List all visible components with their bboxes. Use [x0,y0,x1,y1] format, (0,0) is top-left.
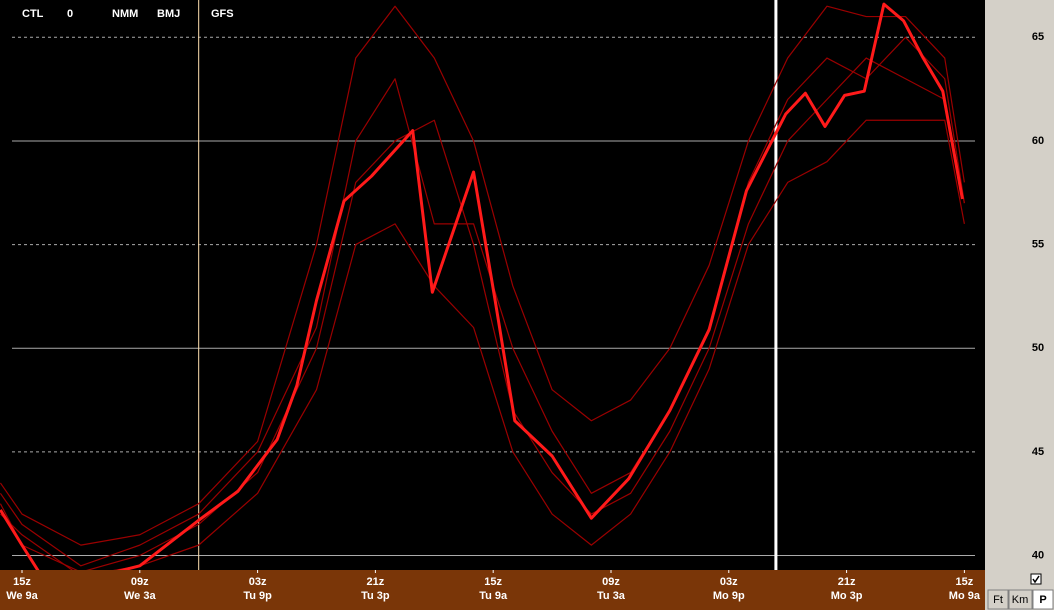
y-tick-label: 40 [1032,549,1044,561]
toolbar-item[interactable]: 0 [67,8,73,20]
unit-label: Ft [993,594,1003,606]
toolbar-item[interactable]: NMM [112,8,138,20]
y-tick-label: 55 [1032,238,1044,250]
toolbar-item[interactable]: CTL [22,8,44,20]
x-tick-sublabel: We 3a [124,590,156,602]
x-tick-sublabel: We 9a [6,590,38,602]
x-tick-sublabel: Tu 3a [597,590,626,602]
checkbox[interactable] [1030,573,1042,585]
series-line [0,2,964,570]
x-tick-sublabel: Tu 3p [361,590,390,602]
x-tick-sublabel: Tu 9p [243,590,272,602]
time-axis-bar [0,570,985,610]
axis-panel [985,0,1054,610]
x-tick-label: 21z [367,576,385,588]
unit-button[interactable] [1032,589,1054,610]
unit-button[interactable] [1008,589,1033,610]
toolbar-item[interactable]: GFS [211,8,234,20]
y-tick-label: 45 [1032,446,1044,458]
x-tick-label: 21z [838,576,856,588]
series-line [0,119,965,570]
x-tick-label: 03z [720,576,738,588]
y-tick-label: 50 [1032,342,1044,354]
x-tick-label: 09z [602,576,620,588]
unit-label: Km [1012,594,1029,606]
x-tick-label: 15z [956,576,974,588]
y-tick-label: 65 [1032,31,1044,43]
check-mark [1032,575,1040,584]
x-tick-label: 09z [131,576,149,588]
unit-label: P [1039,594,1046,606]
x-tick-sublabel: Mo 3p [831,590,863,602]
x-tick-label: 15z [484,576,502,588]
series-line [0,5,965,546]
x-tick-sublabel: Mo 9a [949,590,981,602]
toolbar-item[interactable]: BMJ [157,8,180,20]
y-tick-label: 60 [1032,135,1044,147]
x-tick-label: 15z [13,576,31,588]
x-tick-sublabel: Tu 9a [479,590,508,602]
x-tick-label: 03z [249,576,267,588]
unit-button[interactable] [987,589,1009,610]
x-tick-sublabel: Mo 9p [713,590,745,602]
series-line [0,36,965,567]
